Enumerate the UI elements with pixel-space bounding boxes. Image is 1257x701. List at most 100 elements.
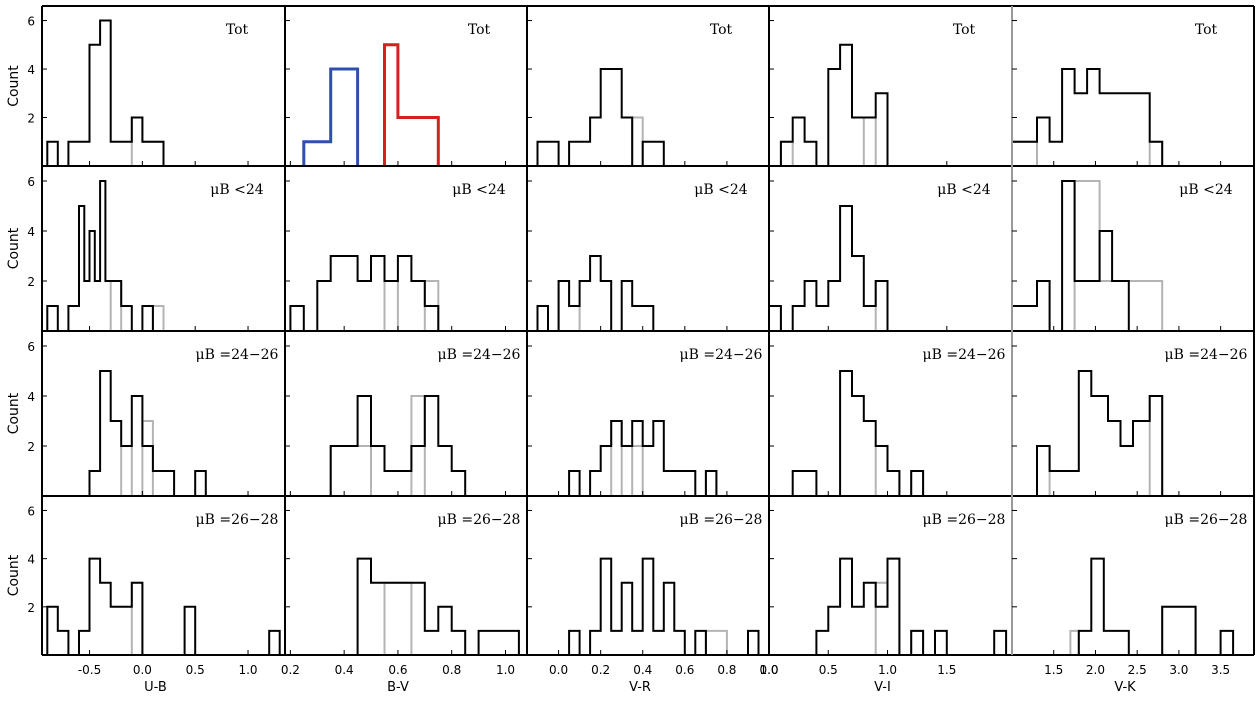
histogram-panel-r0-c3: Tot — [779, 22, 976, 167]
histogram-series-main — [536, 68, 665, 167]
histogram-panel-r2-c1: μB =24−26 — [329, 347, 521, 497]
histogram-series-main — [356, 557, 520, 656]
y-tick-label: 4 — [27, 553, 35, 567]
panel-label: μB <24 — [937, 182, 990, 198]
y-tick-label: 4 — [27, 225, 35, 239]
x-tick-label: 0.5 — [819, 663, 838, 677]
panel-label: Tot — [1195, 22, 1218, 38]
histogram-series-main — [88, 370, 207, 497]
x-tick-label: 0.6 — [675, 663, 694, 677]
histogram-panel-r0-c1: Tot — [302, 22, 491, 166]
x-axis-label: V-K — [1114, 680, 1136, 695]
y-axis-label: Count — [6, 227, 22, 269]
panel-label: μB =24−26 — [680, 347, 763, 363]
panel-label: μB <24 — [694, 182, 747, 198]
histogram-series-secondary — [120, 420, 154, 497]
histogram-series-main — [1011, 180, 1130, 332]
histogram-panel-r3-c0: μB =26−28 — [46, 512, 281, 656]
histogram-panel-r0-c2: Tot — [536, 22, 733, 167]
y-axis-label: Count — [6, 65, 22, 107]
y-axis-label: Count — [6, 554, 22, 596]
histogram-panel-r1-c1: μB <24 — [289, 182, 506, 332]
x-tick-label: 0.2 — [591, 663, 610, 677]
histogram-series-main — [527, 255, 664, 332]
histogram-series-main — [568, 557, 760, 656]
histogram-panel-r3-c2: μB =26−28 — [568, 512, 763, 656]
panel-label: Tot — [710, 22, 733, 38]
histogram-series-secondary — [383, 581, 413, 655]
x-tick-label: 0.4 — [633, 663, 652, 677]
histogram-panel-r3-c1: μB =26−28 — [356, 512, 521, 656]
histogram-series-main — [1036, 370, 1164, 496]
x-tick-label: 0.6 — [388, 663, 407, 677]
x-tick-label: 0.0 — [549, 663, 568, 677]
x-tick-label: 2.5 — [1128, 663, 1147, 677]
x-axis-label: V-R — [629, 680, 651, 695]
panel-label: μB =26−28 — [1165, 512, 1248, 528]
panel-label: μB =24−26 — [196, 347, 279, 363]
x-tick-label: 3.5 — [1211, 663, 1230, 677]
histogram-series-secondary — [109, 280, 165, 332]
histogram-series-red — [383, 43, 440, 166]
y-tick-label: 2 — [27, 112, 35, 126]
x-axis-label: V-I — [874, 680, 891, 695]
panel-label: μB =26−28 — [680, 512, 763, 528]
panel-label: μB =26−28 — [196, 512, 279, 528]
panel-label: Tot — [226, 22, 249, 38]
x-tick-label: 3.0 — [1169, 663, 1188, 677]
histogram-series-main — [46, 180, 154, 332]
histogram-panel-r2-c0: μB =24−26 — [88, 347, 279, 497]
y-tick-label: 4 — [27, 63, 35, 77]
panel-label: μB <24 — [1179, 182, 1232, 198]
panel-label: μB =24−26 — [438, 347, 521, 363]
histogram-series-main — [791, 370, 925, 497]
x-axis-label: U-B — [144, 680, 167, 695]
x-tick-label: 0.8 — [442, 663, 461, 677]
x-tick-label: 1.5 — [937, 663, 956, 677]
panel-label: μB =24−26 — [923, 347, 1006, 363]
y-axis-label: Count — [6, 392, 22, 434]
histogram-series-main — [1011, 68, 1164, 166]
panel-label: μB =26−28 — [923, 512, 1006, 528]
x-tick-label: 1.0 — [759, 663, 778, 677]
histogram-series-main — [768, 205, 889, 332]
histogram-series-secondary — [1073, 180, 1164, 331]
histogram-panel-r2-c4: μB =24−26 — [1036, 347, 1248, 497]
histogram-panel-r0-c0: Tot — [46, 19, 249, 167]
panel-label: μB <24 — [452, 182, 505, 198]
x-tick-label: 0.5 — [186, 663, 205, 677]
histogram-series-secondary — [704, 629, 728, 655]
panel-label: μB =24−26 — [1165, 347, 1248, 363]
histogram-series-secondary — [130, 581, 144, 655]
y-tick-label: 2 — [27, 275, 35, 289]
histogram-series-secondary — [631, 116, 644, 166]
x-axis-label: B-V — [387, 680, 409, 695]
histogram-series-main — [329, 395, 467, 496]
histogram-series-secondary — [1036, 395, 1164, 497]
y-tick-label: 2 — [27, 440, 35, 454]
histogram-series-main — [289, 255, 440, 332]
histogram-panel-r3-c4: μB =26−28 — [1069, 512, 1248, 656]
histogram-series-main — [815, 557, 1008, 656]
histogram-panel-r2-c3: μB =24−26 — [791, 347, 1006, 497]
histogram-panel-r1-c0: μB <24 — [46, 180, 264, 332]
panel-label: μB =26−28 — [438, 512, 521, 528]
x-tick-label: 0.2 — [281, 663, 300, 677]
x-tick-label: 1.5 — [1044, 663, 1063, 677]
histogram-series-main — [568, 420, 718, 497]
histogram-panel-r1-c4: μB <24 — [1011, 180, 1233, 332]
y-tick-label: 4 — [27, 390, 35, 404]
panel-label: Tot — [468, 22, 491, 38]
x-tick-label: -0.5 — [78, 663, 101, 677]
panel-label: Tot — [953, 22, 976, 38]
histogram-panel-r1-c3: μB <24 — [768, 182, 991, 332]
histogram-series-secondary — [536, 280, 643, 332]
panel-frame — [41, 5, 1255, 656]
histogram-panel-r1-c2: μB <24 — [527, 182, 748, 332]
histogram-series-main — [779, 43, 889, 167]
histogram-series-main — [46, 557, 281, 656]
histogram-panel-r3-c3: μB =26−28 — [815, 512, 1008, 656]
histogram-panel-r0-c4: Tot — [1011, 22, 1218, 167]
x-tick-label: 0.0 — [133, 663, 152, 677]
